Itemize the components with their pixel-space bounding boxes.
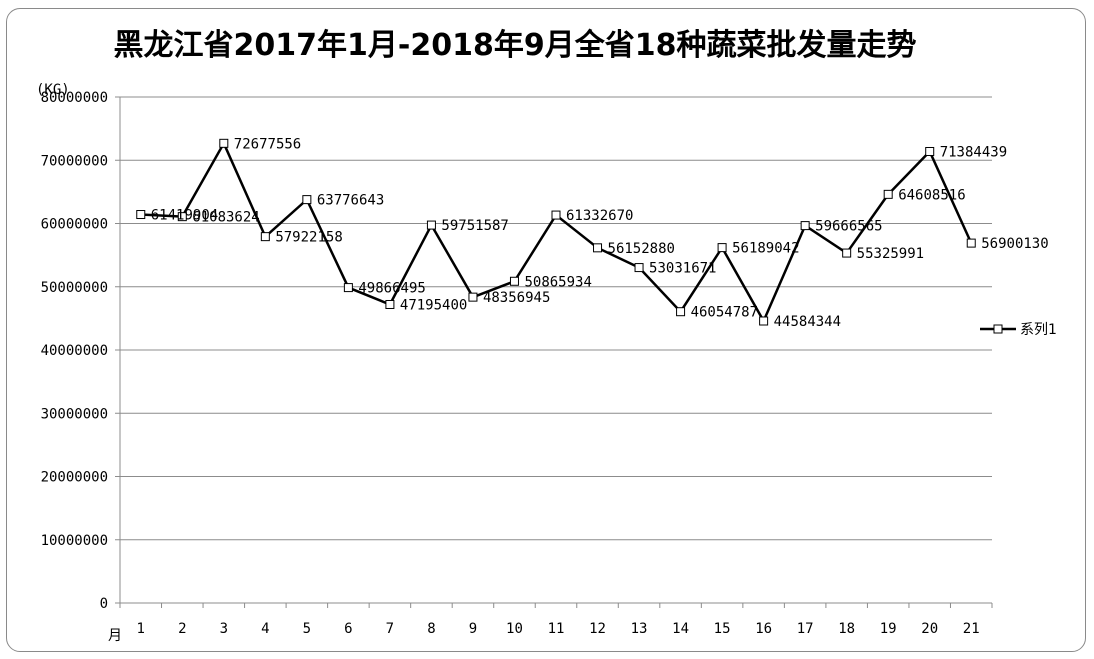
chart-title: 黑龙江省2017年1月-2018年9月全省18种蔬菜批发量走势 (113, 28, 917, 63)
x-tick-label: 11 (548, 621, 565, 637)
x-tick-label: 6 (344, 621, 352, 637)
x-tick-label: 13 (631, 621, 648, 637)
data-label: 53031671 (649, 261, 716, 277)
x-tick-label: 4 (261, 621, 269, 637)
data-label: 61419904 (151, 208, 218, 224)
data-point (551, 210, 561, 220)
data-point (260, 232, 270, 242)
data-label: 57922158 (275, 230, 342, 246)
y-tick-label: 60000000 (41, 217, 108, 233)
y-tick-label: 0 (100, 596, 108, 612)
data-point (925, 146, 935, 156)
x-tick-label: 12 (589, 621, 606, 637)
legend-label[interactable]: 系列1 (1020, 322, 1057, 338)
x-tick-label: 9 (469, 621, 477, 637)
data-point (842, 248, 852, 258)
y-tick-label: 20000000 (41, 470, 108, 486)
data-label: 50865934 (524, 274, 591, 290)
data-label: 48356945 (483, 290, 550, 306)
data-label: 49866495 (358, 281, 425, 297)
data-point (634, 263, 644, 273)
data-label: 59666565 (815, 219, 882, 235)
x-tick-label: 2 (178, 621, 186, 637)
x-tick-label: 15 (714, 621, 731, 637)
chart-frame (6, 8, 1086, 652)
y-tick-label: 10000000 (41, 533, 108, 549)
data-label: 61332670 (566, 208, 633, 224)
x-tick-label: 16 (755, 621, 772, 637)
x-tick-label: 18 (838, 621, 855, 637)
data-label: 56152880 (608, 241, 675, 257)
x-tick-label: 3 (220, 621, 228, 637)
x-tick-label: 5 (303, 621, 311, 637)
x-axis-label: 月 (108, 628, 122, 644)
data-point (509, 276, 519, 286)
data-label: 47195400 (400, 297, 467, 313)
data-label: 59751587 (441, 218, 508, 234)
data-point (302, 195, 312, 205)
data-point (219, 138, 229, 148)
y-axis-ticks: 0 10000000 20000000 30000000 40000000 5000000… (41, 90, 120, 612)
x-tick-label: 14 (672, 621, 689, 637)
data-point (136, 210, 146, 220)
series-group (136, 138, 976, 326)
data-point (717, 243, 727, 253)
x-tick-label: 10 (506, 621, 523, 637)
data-label: 72677556 (234, 136, 301, 152)
data-point (468, 292, 478, 302)
data-label: 56189042 (732, 241, 799, 257)
data-label: 64608516 (898, 187, 965, 203)
data-point (177, 212, 187, 222)
x-tick-label: 21 (963, 621, 980, 637)
data-point (593, 243, 603, 253)
y-axis-unit: (KG) (36, 82, 70, 98)
data-label: 61083624 (192, 210, 259, 226)
data-label: 46054787 (691, 305, 758, 321)
data-label: 63776643 (317, 193, 384, 209)
legend-marker (993, 324, 1003, 334)
data-point (966, 238, 976, 248)
data-point (426, 220, 436, 230)
data-point (883, 189, 893, 199)
y-tick-label: 80000000 (41, 90, 108, 106)
data-point (800, 221, 810, 231)
y-tick-label: 40000000 (41, 343, 108, 359)
x-tick-label: 8 (427, 621, 435, 637)
data-label: 55325991 (857, 246, 924, 262)
x-tick-label: 20 (921, 621, 938, 637)
gridlines (120, 96, 992, 541)
data-point (385, 299, 395, 309)
y-tick-label: 30000000 (41, 406, 108, 422)
data-point (676, 307, 686, 317)
legend: 系列1 (980, 322, 1057, 338)
x-tick-label: 17 (797, 621, 814, 637)
data-label: 56900130 (981, 236, 1048, 252)
data-point (343, 283, 353, 293)
x-tick-label: 19 (880, 621, 897, 637)
data-point (759, 316, 769, 326)
data-label: 44584344 (774, 314, 841, 330)
data-label: 71384439 (940, 144, 1007, 160)
y-tick-label: 50000000 (41, 280, 108, 296)
y-tick-label: 70000000 (41, 153, 108, 169)
x-axis-ticks: 1 2 3 4 5 6 7 8 9 10 11 12 13 14 15 16 17 18 19 20 21 (119, 603, 993, 637)
x-tick-label: 7 (386, 621, 394, 637)
x-tick-label: 1 (137, 621, 145, 637)
